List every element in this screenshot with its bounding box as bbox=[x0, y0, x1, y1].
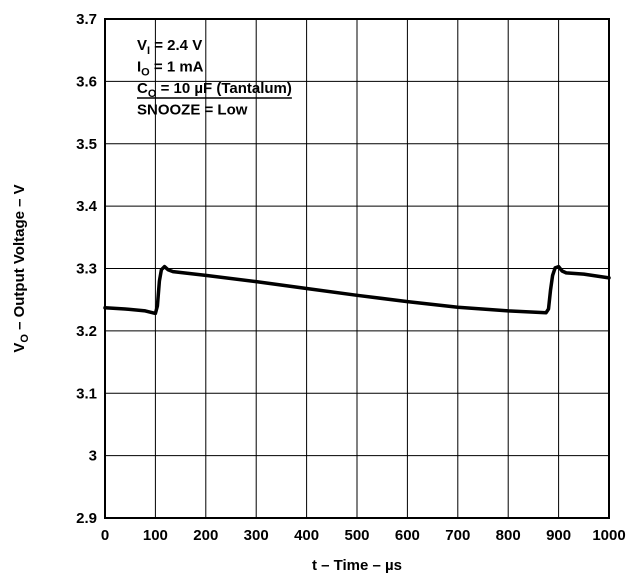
x-tick-label: 600 bbox=[395, 527, 420, 544]
annotation-line: VI = 2.4 V bbox=[137, 37, 202, 57]
y-tick-label: 3 bbox=[89, 448, 97, 465]
x-tick-label: 900 bbox=[546, 527, 571, 544]
x-tick-label: 0 bbox=[101, 527, 109, 544]
x-axis-label: t – Time – µs bbox=[312, 557, 402, 574]
x-tick-label: 300 bbox=[244, 527, 269, 544]
y-tick-label: 3.5 bbox=[76, 136, 97, 153]
x-tick-label: 1000 bbox=[592, 527, 625, 544]
series-layer bbox=[103, 264, 611, 316]
y-tick-label: 3.4 bbox=[76, 198, 98, 215]
plot-frame bbox=[104, 18, 610, 519]
x-tick-label: 700 bbox=[445, 527, 470, 544]
y-tick-labels: 2.9 3 3.1 3.2 3.3 3.4 3.5 3.6 3.7 bbox=[76, 11, 98, 527]
y-tick-label: 3.3 bbox=[76, 261, 97, 278]
annotation-line: SNOOZE = Low bbox=[137, 102, 248, 119]
x-tick-label: 100 bbox=[143, 527, 168, 544]
series-line bbox=[103, 264, 611, 316]
x-tick-labels: 0 100 200 300 400 500 600 700 800 900 1000 bbox=[101, 527, 626, 544]
annotation-line: IO = 1 mA bbox=[137, 59, 204, 79]
x-tick-label: 800 bbox=[496, 527, 521, 544]
x-tick-label: 200 bbox=[193, 527, 218, 544]
y-axis-label: VO – Output Voltage – V bbox=[11, 184, 31, 352]
x-tick-label: 500 bbox=[344, 527, 369, 544]
x-tick-label: 400 bbox=[294, 527, 319, 544]
y-tick-label: 2.9 bbox=[76, 510, 97, 527]
y-tick-label: 3.7 bbox=[76, 11, 97, 28]
annotation-line: CO = 10 µF (Tantalum) bbox=[137, 80, 292, 100]
y-tick-label: 3.1 bbox=[76, 385, 97, 402]
grid bbox=[105, 19, 609, 518]
y-tick-label: 3.2 bbox=[76, 323, 97, 340]
y-tick-label: 3.6 bbox=[76, 73, 97, 90]
